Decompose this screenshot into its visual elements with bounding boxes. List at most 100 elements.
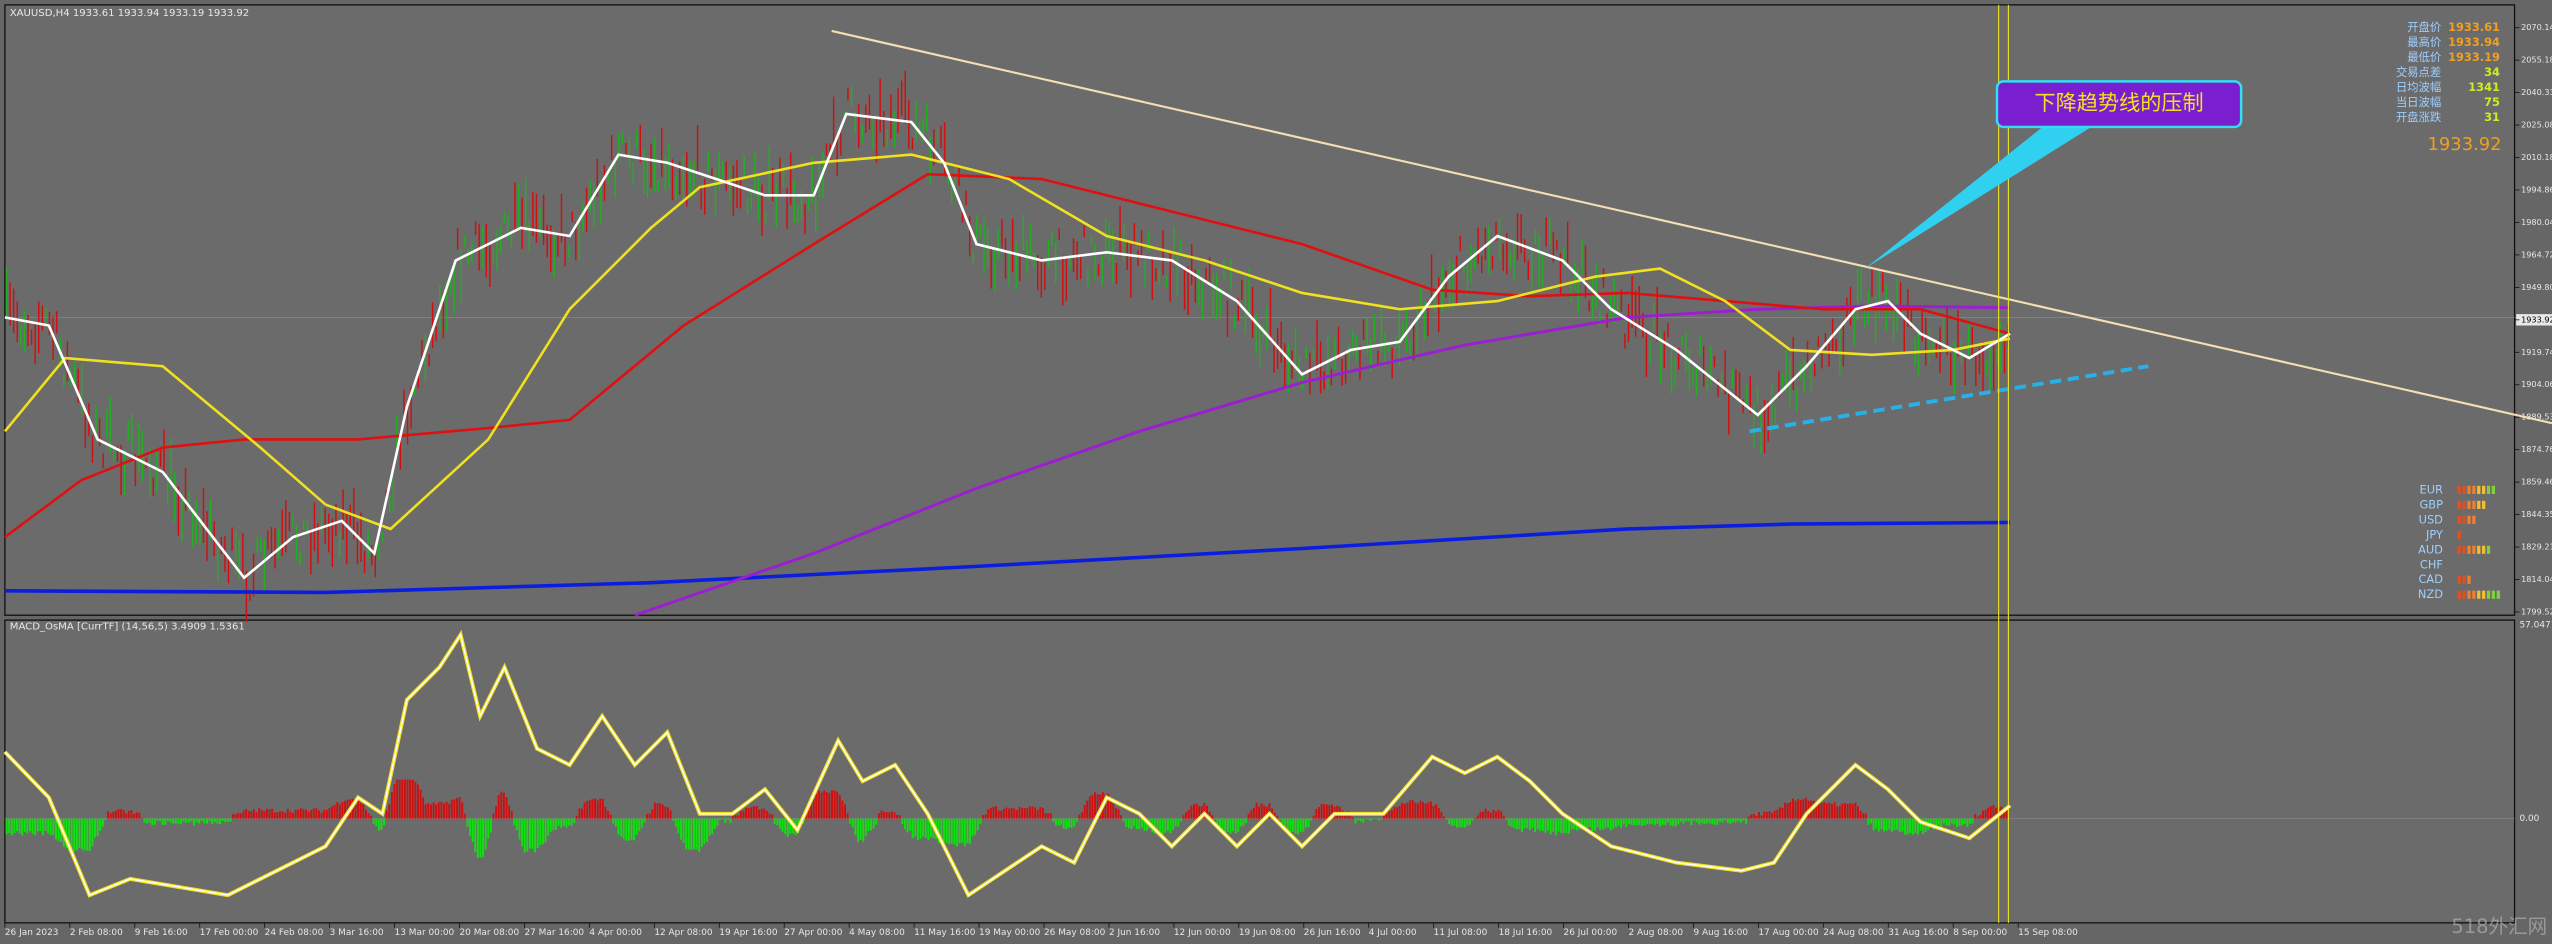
ma-red	[4, 172, 2011, 539]
date-label: 26 Jan 2023	[5, 928, 59, 938]
ma-white	[4, 112, 2011, 580]
price-label: 1814.04	[2521, 574, 2552, 584]
macd-title: MACD_OsMA [CurrTF] (14,56,5) 3.4909 1.53…	[10, 622, 245, 633]
price-label: 1919.74	[2521, 347, 2552, 357]
date-label: 19 Jun 08:00	[1239, 928, 1296, 938]
strength-bar	[2462, 500, 2466, 509]
currency-label: NZD	[2418, 587, 2443, 601]
date-label: 27 Apr 00:00	[784, 928, 843, 938]
date-label: 12 Jun 00:00	[1174, 928, 1231, 938]
price-label: 1904.06	[2521, 379, 2552, 389]
date-label: 19 May 00:00	[979, 928, 1041, 938]
strength-bar	[2462, 575, 2466, 584]
strength-bar	[2467, 515, 2471, 524]
price-label: 1859.46	[2521, 477, 2552, 487]
date-label: 24 Aug 08:00	[1823, 928, 1884, 938]
date-label: 4 Jul 00:00	[1369, 928, 1417, 938]
price-label: 2040.33	[2521, 87, 2552, 97]
price-label: 1949.80	[2521, 282, 2552, 292]
strength-bar	[2457, 530, 2461, 539]
date-label: 2 Jun 16:00	[1109, 928, 1160, 938]
strength-bar	[2467, 545, 2471, 554]
date-label: 4 May 08:00	[849, 928, 905, 938]
info-label: 开盘价	[2407, 20, 2442, 34]
annotation-box	[1995, 80, 2243, 129]
strength-bar	[2467, 485, 2471, 494]
annotation: 下降趋势线的压制	[2035, 90, 2204, 115]
current-price-box	[2516, 314, 2552, 326]
currency-label: GBP	[2419, 497, 2443, 511]
info-value: 31	[2484, 110, 2500, 124]
price-label: 2025.08	[2521, 120, 2552, 130]
info-value: 1341	[2468, 80, 2500, 94]
info-value: 1933.94	[2448, 35, 2500, 49]
date-label: 11 Jul 08:00	[1434, 928, 1488, 938]
price-label: 1829.21	[2521, 542, 2552, 552]
price-label: 1889.53	[2521, 412, 2552, 422]
price-label: 1964.72	[2521, 249, 2552, 259]
date-label: 2 Aug 08:00	[1628, 928, 1683, 938]
date-label: 26 May 08:00	[1044, 928, 1106, 938]
info-label: 开盘涨跌	[2396, 110, 2441, 124]
date-label: 18 Jul 16:00	[1499, 928, 1553, 938]
strength-bar	[2472, 500, 2476, 509]
macd-line	[4, 632, 2011, 897]
info-label: 当日波幅	[2396, 95, 2441, 109]
info-label: 日均波幅	[2396, 80, 2441, 94]
date-label: 3 Mar 16:00	[330, 928, 384, 938]
currency-label: EUR	[2420, 482, 2444, 496]
currency-label: AUD	[2418, 542, 2443, 556]
currency-label: JPY	[2425, 527, 2443, 541]
strength-bar	[2472, 590, 2476, 599]
currency-label: CHF	[2420, 557, 2443, 571]
strength-bar	[2482, 590, 2486, 599]
strength-bar	[2472, 485, 2476, 494]
date-label: 31 Aug 16:00	[1888, 928, 1949, 938]
info-label: 交易点差	[2396, 65, 2441, 79]
info-value: 1933.19	[2448, 50, 2500, 64]
date-label: 9 Feb 16:00	[135, 928, 188, 938]
price-label: 2070.14	[2521, 22, 2552, 32]
strength-bar	[2457, 590, 2461, 599]
macd-axis-label: 57.0471	[2519, 620, 2552, 630]
big-price: 1933.92	[2428, 134, 2502, 155]
date-label: 2 Feb 08:00	[70, 928, 123, 938]
strength-bar	[2467, 500, 2471, 509]
price-label: 1874.76	[2521, 444, 2552, 454]
ma-yellow	[3, 153, 2011, 531]
strength-bar	[2496, 590, 2500, 599]
strength-bar	[2477, 500, 2481, 509]
info-value: 75	[2484, 95, 2500, 109]
date-label: 11 May 16:00	[914, 928, 976, 938]
strength-bar	[2472, 545, 2476, 554]
info-value: 34	[2484, 65, 2500, 79]
strength-bar	[2482, 485, 2486, 494]
strength-bar	[2482, 500, 2486, 509]
info-label: 最高价	[2407, 35, 2442, 49]
strength-bar	[2457, 485, 2461, 494]
strength-bar	[2486, 485, 2491, 494]
strength-bar	[2457, 575, 2461, 584]
strength-bar	[2477, 590, 2481, 599]
date-label: 17 Feb 00:00	[200, 928, 259, 938]
strength-bar	[2486, 545, 2491, 554]
watermark: 518外汇网	[2451, 915, 2547, 938]
strength-bar	[2457, 500, 2461, 509]
date-label: 19 Apr 16:00	[719, 928, 778, 938]
info-label: 最低价	[2407, 50, 2442, 64]
price-label: 1994.86	[2521, 184, 2552, 194]
support-line	[1749, 364, 2149, 434]
strength-bar	[2462, 485, 2466, 494]
macd-axis-label: 0.00	[2519, 814, 2539, 824]
date-label: 17 Aug 00:00	[1758, 928, 1819, 938]
strength-bar	[2462, 515, 2466, 524]
date-label: 27 Mar 16:00	[524, 928, 584, 938]
strength-bar	[2482, 545, 2486, 554]
date-label: 9 Aug 16:00	[1693, 928, 1748, 938]
strength-bar	[2486, 590, 2491, 599]
strength-bar	[2462, 545, 2466, 554]
price-label: 1799.52	[2521, 606, 2552, 616]
date-label: 20 Mar 08:00	[459, 928, 519, 938]
strength-bar	[2467, 590, 2471, 599]
